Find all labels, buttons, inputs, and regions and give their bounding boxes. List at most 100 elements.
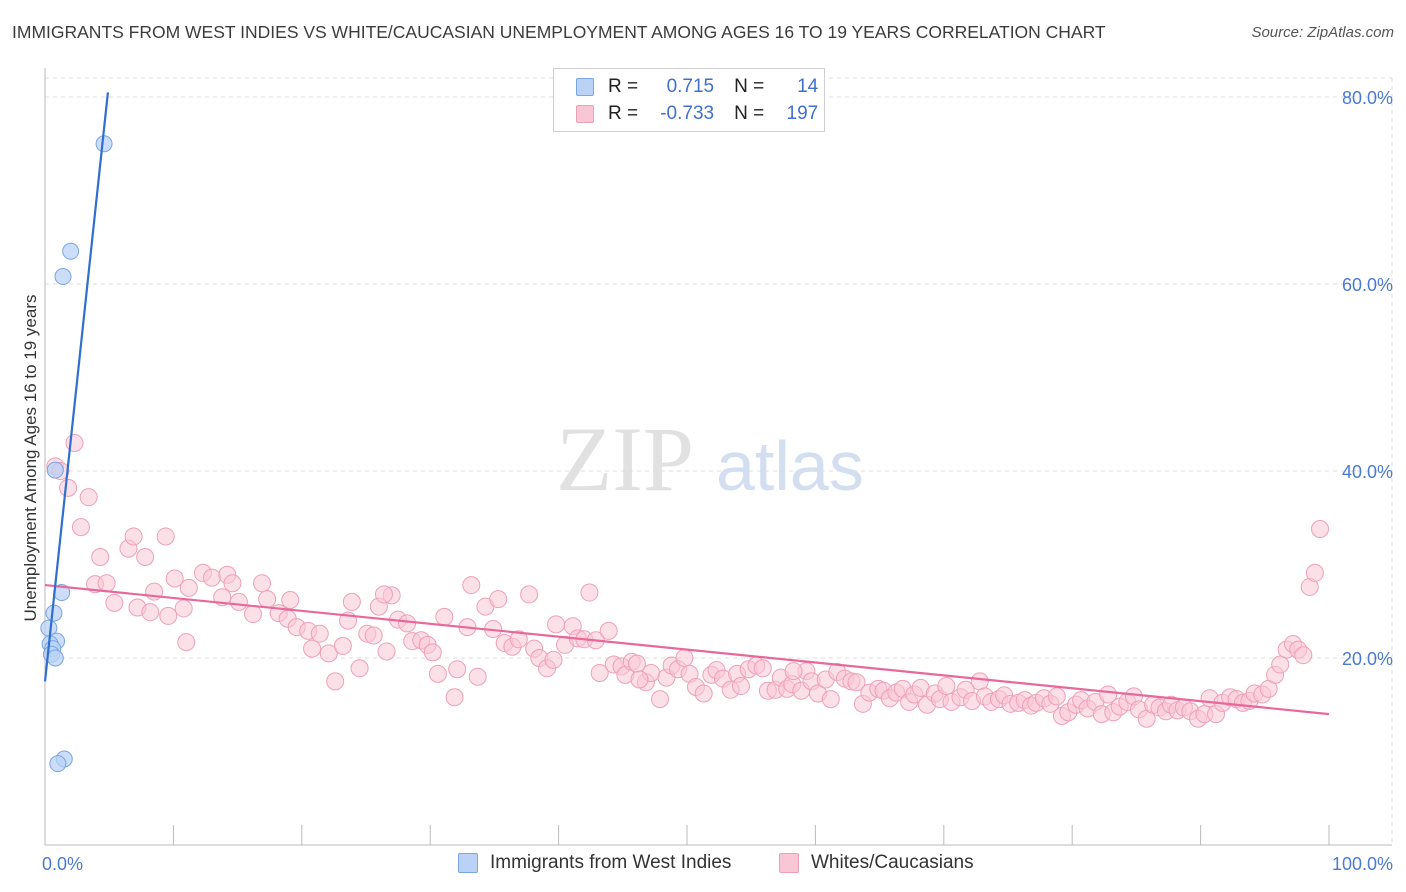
pink-point — [462, 576, 481, 595]
legend-label: Immigrants from West Indies — [490, 852, 732, 873]
n-label: N = — [734, 76, 765, 97]
pink-point — [303, 639, 322, 658]
blue-series-points — [40, 135, 113, 773]
n-label: N = — [734, 103, 765, 124]
pink-point — [223, 574, 242, 593]
pink-point — [377, 642, 396, 661]
pink-point — [156, 527, 175, 546]
pink-point — [364, 626, 383, 645]
legend-label: Whites/Caucasians — [811, 852, 974, 873]
pink-point — [428, 664, 447, 683]
blue-swatch — [458, 853, 478, 873]
pink-point — [520, 585, 539, 604]
pink-point — [580, 583, 599, 602]
pink-point — [310, 624, 329, 643]
pink-point — [630, 670, 649, 689]
pink-point — [65, 433, 84, 452]
pink-point — [445, 688, 464, 707]
pink-point — [374, 585, 393, 604]
pink-point — [435, 607, 454, 626]
pink-trendline — [44, 583, 1330, 716]
pink-point — [1294, 646, 1313, 665]
pink-point — [753, 659, 772, 678]
pink-point — [59, 478, 78, 497]
pink-point — [79, 488, 98, 507]
pink-point — [694, 684, 713, 703]
pink-point — [105, 593, 124, 612]
r-value: -0.733 — [660, 103, 715, 124]
source-credit: Source: ZipAtlas.com — [1251, 24, 1394, 41]
pink-point — [1099, 685, 1118, 704]
blue-trendline — [43, 92, 110, 682]
pink-point — [136, 548, 155, 567]
axes — [44, 68, 1392, 846]
pink-point — [159, 606, 178, 625]
pink-point — [319, 644, 338, 663]
pink-point — [731, 677, 750, 696]
chart-title: IMMIGRANTS FROM WEST INDIES VS WHITE/CAU… — [12, 22, 1106, 42]
pink-point — [448, 660, 467, 679]
series-legend: Immigrants from West Indies Whites/Cauca… — [0, 852, 1406, 878]
pink-point — [91, 548, 110, 567]
pink-point — [281, 591, 300, 610]
x-tick-label: 100.0% — [1332, 854, 1393, 874]
pink-point — [177, 633, 196, 652]
pink-point — [97, 574, 116, 593]
pink-point — [847, 673, 866, 692]
pink-point — [124, 527, 143, 546]
pink-point — [202, 568, 221, 587]
pink-point — [468, 667, 487, 686]
y-tick-label: 80.0% — [1342, 88, 1393, 108]
y-tick-label: 60.0% — [1342, 275, 1393, 295]
pink-point — [1271, 655, 1290, 674]
n-value: 197 — [786, 103, 819, 124]
legend-row-blue: R = 0.715 N = 14 — [576, 75, 818, 99]
pink-swatch — [576, 105, 594, 123]
legend-row-pink: R = -0.733 N = 197 — [576, 102, 818, 126]
pink-point — [1047, 687, 1066, 706]
pink-swatch — [779, 853, 799, 873]
y-tick-labels: 20.0% 40.0% 60.0% 80.0% — [1342, 88, 1393, 669]
n-value: 14 — [797, 76, 819, 97]
pink-point — [350, 659, 369, 678]
y-tick-label: 20.0% — [1342, 649, 1393, 669]
blue-swatch — [576, 78, 594, 96]
pink-point — [252, 574, 271, 593]
pink-point — [651, 690, 670, 709]
r-label: R = — [608, 103, 639, 124]
pink-point — [784, 662, 803, 681]
correlation-legend: R = 0.715 N = 14 R = -0.733 N = 197 — [553, 68, 825, 132]
pink-point — [544, 650, 563, 669]
pink-point — [333, 636, 352, 655]
pink-point — [1311, 519, 1330, 538]
pink-point — [398, 614, 417, 633]
legend-item-whites: Whites/Caucasians — [779, 852, 974, 874]
blue-point — [54, 268, 72, 286]
pink-point — [590, 663, 609, 682]
pink-point — [174, 599, 193, 618]
blue-point — [49, 755, 67, 773]
pink-point — [937, 677, 956, 696]
pink-point — [244, 605, 263, 624]
pink-point — [326, 672, 345, 691]
pink-point — [229, 592, 248, 611]
pink-point — [258, 590, 277, 609]
pink-point — [509, 630, 528, 649]
pink-point — [141, 603, 160, 622]
pink-point — [179, 578, 198, 597]
pink-point — [547, 615, 566, 634]
x-tick-label: 0.0% — [42, 854, 83, 874]
watermark: ZIP atlas — [556, 408, 864, 510]
y-axis-label: Unemployment Among Ages 16 to 19 years — [21, 295, 40, 622]
watermark-atlas: atlas — [716, 427, 864, 505]
blue-point — [46, 461, 64, 479]
pink-point — [599, 621, 618, 640]
pink-point — [165, 569, 184, 588]
r-value: 0.715 — [666, 76, 715, 97]
pink-point — [342, 592, 361, 611]
blue-point — [62, 242, 80, 260]
blue-point — [46, 649, 64, 667]
pink-point — [1305, 563, 1324, 582]
pink-point — [675, 649, 694, 667]
